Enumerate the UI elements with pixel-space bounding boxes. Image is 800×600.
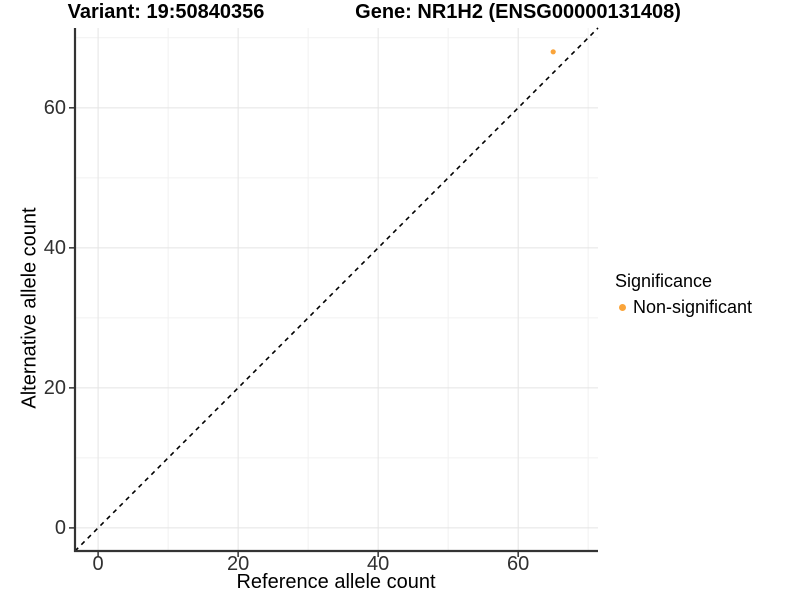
legend-item-label: Non-significant <box>633 297 753 317</box>
y-tick-label: 0 <box>54 516 66 539</box>
x-tick-label: 40 <box>367 553 390 575</box>
y-tick-label: 20 <box>43 376 66 399</box>
identity-line <box>74 27 599 552</box>
data-point <box>550 49 556 55</box>
variant-title: Variant: 19:50840356 <box>67 1 265 23</box>
x-axis-title: Reference allele count <box>236 571 436 593</box>
x-tick-label: 0 <box>92 553 104 575</box>
x-tick-label: 60 <box>507 553 530 575</box>
legend-title: Significance <box>615 271 713 291</box>
gene-title: Gene: NR1H2 (ENSG00000131408) <box>355 1 681 23</box>
y-tick-label: 60 <box>43 96 66 119</box>
y-axis-title: Alternative allele count <box>18 207 41 409</box>
legend-point-icon <box>619 303 626 311</box>
legend: Significance Non-significant <box>613 270 752 318</box>
y-tick-label: 40 <box>43 236 66 259</box>
x-tick-label: 20 <box>227 553 250 575</box>
legend-item: Non-significant <box>613 296 752 318</box>
legend-items: Non-significant <box>613 296 752 318</box>
